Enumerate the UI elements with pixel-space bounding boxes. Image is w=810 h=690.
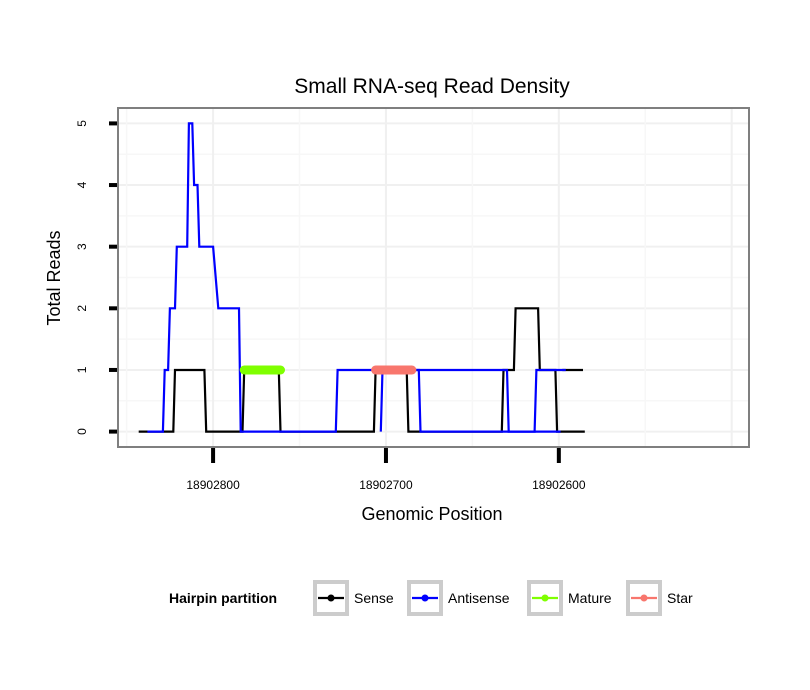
legend-item-mature: Mature (527, 580, 612, 616)
legend-key-dot (640, 594, 648, 602)
y-tick-label: 0 (75, 428, 89, 435)
y-axis-label: Total Reads (44, 230, 64, 325)
legend-item-antisense: Antisense (407, 580, 510, 616)
legend-items: Sense Antisense Mature Star (313, 580, 693, 616)
chart-title: Small RNA-seq Read Density (294, 75, 570, 98)
y-tick-label: 4 (75, 181, 89, 188)
series-antisense-tail-line (379, 368, 561, 433)
legend-key-dot (421, 594, 429, 602)
legend: Hairpin partition Sense Antisense Mature St… (169, 580, 693, 616)
y-tick-label: 3 (75, 243, 89, 250)
legend-key-dot (327, 594, 335, 602)
legend-label: Mature (568, 590, 612, 606)
y-axis: 0 1 2 3 4 5 (75, 120, 117, 435)
legend-key-dot (541, 594, 549, 602)
x-axis: 18902800 18902700 18902600 (186, 448, 586, 492)
y-tick-label: 1 (75, 366, 89, 373)
plot-area (117, 107, 750, 448)
x-tick-label: 18902600 (532, 478, 586, 492)
plot-border (117, 107, 750, 448)
legend-title: Hairpin partition (169, 590, 277, 606)
series-antisense-line (147, 122, 566, 433)
legend-label: Sense (354, 590, 394, 606)
x-tick-label: 18902800 (186, 478, 240, 492)
y-tick-label: 5 (75, 120, 89, 127)
legend-label: Antisense (448, 590, 510, 606)
y-tick-label: 2 (75, 305, 89, 312)
x-tick-label: 18902700 (359, 478, 413, 492)
legend-item-star: Star (626, 580, 693, 616)
legend-label: Star (667, 590, 693, 606)
legend-item-sense: Sense (313, 580, 394, 616)
series-layer (138, 122, 585, 433)
x-axis-label: Genomic Position (361, 504, 502, 524)
series-sense-line (138, 307, 585, 433)
